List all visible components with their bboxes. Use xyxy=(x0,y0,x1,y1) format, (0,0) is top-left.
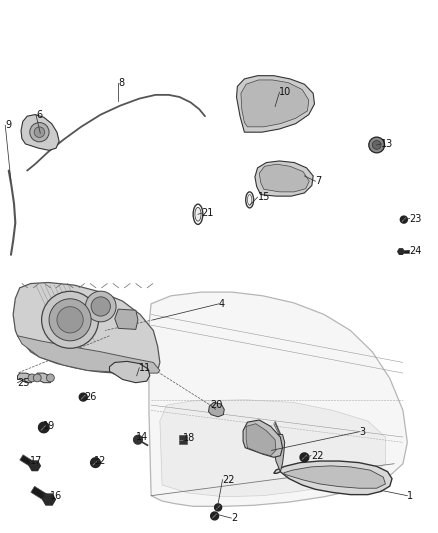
Text: 22: 22 xyxy=(223,475,235,484)
Text: 14: 14 xyxy=(136,432,148,442)
Text: 8: 8 xyxy=(118,78,124,87)
Polygon shape xyxy=(255,161,313,196)
Text: 24: 24 xyxy=(410,246,422,255)
Text: 3: 3 xyxy=(359,427,365,437)
Polygon shape xyxy=(241,80,309,127)
Polygon shape xyxy=(208,402,224,417)
Circle shape xyxy=(85,291,116,322)
Text: 4: 4 xyxy=(219,299,225,309)
Circle shape xyxy=(57,306,83,333)
Polygon shape xyxy=(21,115,59,150)
Polygon shape xyxy=(160,400,385,497)
Circle shape xyxy=(46,374,54,382)
Polygon shape xyxy=(211,512,219,520)
Polygon shape xyxy=(398,249,404,254)
Text: 25: 25 xyxy=(18,378,30,387)
Polygon shape xyxy=(246,424,276,456)
Polygon shape xyxy=(18,373,32,383)
Circle shape xyxy=(372,141,381,149)
Ellipse shape xyxy=(193,204,203,224)
Polygon shape xyxy=(18,336,160,373)
Text: 23: 23 xyxy=(410,214,422,223)
Text: 7: 7 xyxy=(315,176,321,186)
Bar xyxy=(179,435,187,444)
Ellipse shape xyxy=(195,207,201,221)
Polygon shape xyxy=(274,434,285,472)
Polygon shape xyxy=(237,76,314,132)
Polygon shape xyxy=(31,486,55,505)
Text: 21: 21 xyxy=(201,208,214,218)
Polygon shape xyxy=(215,504,222,511)
Circle shape xyxy=(42,292,99,348)
Polygon shape xyxy=(274,461,392,495)
Circle shape xyxy=(91,297,110,316)
Polygon shape xyxy=(300,453,309,462)
Polygon shape xyxy=(29,461,40,471)
Text: 13: 13 xyxy=(381,139,393,149)
Circle shape xyxy=(33,374,41,382)
Text: 12: 12 xyxy=(94,456,106,466)
Polygon shape xyxy=(115,309,138,329)
Text: 22: 22 xyxy=(311,451,324,461)
Circle shape xyxy=(28,374,36,382)
Text: 16: 16 xyxy=(49,491,62,500)
Text: 9: 9 xyxy=(5,120,11,130)
Circle shape xyxy=(49,299,91,341)
Text: 15: 15 xyxy=(258,192,270,202)
Polygon shape xyxy=(284,466,385,488)
Text: 18: 18 xyxy=(183,433,195,443)
Text: 17: 17 xyxy=(30,456,42,466)
Polygon shape xyxy=(110,361,150,383)
Polygon shape xyxy=(259,164,309,192)
Polygon shape xyxy=(91,458,100,467)
Polygon shape xyxy=(400,216,407,223)
Ellipse shape xyxy=(247,195,252,205)
Polygon shape xyxy=(79,393,87,401)
Polygon shape xyxy=(43,494,55,505)
Text: 11: 11 xyxy=(139,363,152,373)
Text: 19: 19 xyxy=(43,422,55,431)
Text: 6: 6 xyxy=(36,110,42,119)
Text: 1: 1 xyxy=(407,491,413,500)
Circle shape xyxy=(30,123,49,142)
Circle shape xyxy=(34,127,45,138)
Ellipse shape xyxy=(246,192,254,208)
Text: 20: 20 xyxy=(210,400,223,410)
Polygon shape xyxy=(39,422,49,433)
Circle shape xyxy=(369,137,385,153)
Polygon shape xyxy=(36,373,52,383)
Text: 26: 26 xyxy=(85,392,97,402)
Text: 2: 2 xyxy=(231,513,237,523)
Polygon shape xyxy=(20,455,40,471)
Polygon shape xyxy=(134,435,142,444)
Text: 10: 10 xyxy=(279,87,292,97)
Polygon shape xyxy=(13,282,160,373)
Polygon shape xyxy=(243,420,283,457)
Polygon shape xyxy=(399,250,409,253)
Polygon shape xyxy=(149,292,407,506)
